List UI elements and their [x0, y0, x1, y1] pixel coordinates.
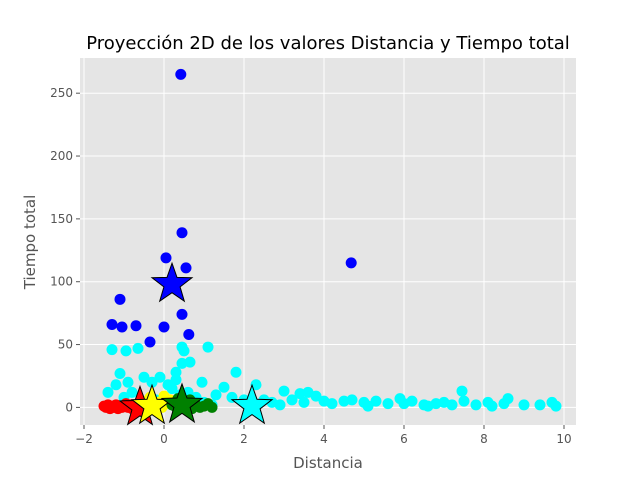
- y-tick-label: 200: [50, 149, 73, 163]
- y-tick-label: 150: [50, 212, 73, 226]
- data-point: [154, 371, 166, 383]
- data-point: [170, 374, 182, 386]
- data-point: [180, 262, 192, 274]
- data-point: [406, 395, 418, 407]
- data-point: [502, 393, 514, 405]
- data-point: [210, 389, 222, 401]
- data-point: [286, 394, 298, 406]
- data-point: [370, 395, 382, 407]
- data-point: [218, 381, 230, 393]
- x-tick-label: 0: [160, 432, 168, 446]
- centroid-star: [160, 382, 204, 424]
- y-tick-label: 0: [65, 400, 73, 414]
- data-point: [102, 386, 114, 398]
- data-point: [310, 390, 322, 402]
- data-point: [120, 345, 132, 357]
- data-point: [160, 252, 172, 264]
- data-point: [183, 329, 195, 341]
- data-point: [110, 379, 122, 391]
- data-point: [230, 366, 242, 378]
- data-point: [346, 394, 358, 406]
- data-point: [458, 395, 470, 407]
- data-point: [166, 383, 178, 395]
- y-axis-label: Tiempo total: [21, 195, 39, 290]
- x-tick-label: −2: [75, 432, 93, 446]
- data-point: [196, 376, 208, 388]
- data-point: [550, 400, 562, 412]
- data-point: [176, 341, 188, 353]
- chart-title: Proyección 2D de los valores Distancia y…: [86, 33, 570, 54]
- data-point: [130, 320, 142, 332]
- data-point: [126, 386, 138, 398]
- data-point: [326, 398, 338, 410]
- x-tick-label: 10: [556, 432, 571, 446]
- data-point: [158, 321, 170, 333]
- data-point: [298, 396, 310, 408]
- data-point: [274, 399, 286, 411]
- data-point: [486, 400, 498, 412]
- data-point: [175, 68, 187, 80]
- x-axis-label: Distancia: [293, 454, 363, 472]
- data-point: [456, 385, 468, 397]
- data-point: [132, 342, 144, 354]
- centroid-star: [230, 383, 274, 425]
- data-point: [116, 321, 128, 333]
- data-point: [534, 399, 546, 411]
- data-point: [345, 257, 357, 269]
- x-tick-label: 2: [240, 432, 248, 446]
- data-point: [114, 367, 126, 379]
- grid-lines: [80, 58, 576, 425]
- y-tick-label: 250: [50, 86, 73, 100]
- data-point: [382, 398, 394, 410]
- data-point: [146, 376, 158, 388]
- data-point: [176, 227, 188, 239]
- data-point: [470, 399, 482, 411]
- data-point: [362, 400, 374, 412]
- data-point: [144, 336, 156, 348]
- centroid-markers: [118, 261, 274, 426]
- data-point: [176, 308, 188, 320]
- data-point: [170, 366, 182, 378]
- x-tick-label: 4: [320, 432, 328, 446]
- data-point: [422, 400, 434, 412]
- plot-area: [80, 58, 576, 425]
- y-tick-label: 50: [58, 338, 73, 352]
- data-point: [446, 399, 458, 411]
- data-point: [278, 385, 290, 397]
- data-point: [206, 401, 218, 413]
- data-point: [106, 344, 118, 356]
- centroid-star: [150, 261, 194, 303]
- data-point: [518, 399, 530, 411]
- data-point: [202, 341, 214, 353]
- y-axis-ticks: 0 50 100 150 200 250: [50, 86, 80, 414]
- data-point: [114, 293, 126, 305]
- data-point: [122, 376, 134, 388]
- x-tick-label: 8: [480, 432, 488, 446]
- data-point: [106, 318, 118, 330]
- x-axis-ticks: −2 0 2 4 6 8 10: [75, 425, 572, 446]
- y-tick-label: 100: [50, 275, 73, 289]
- x-tick-label: 6: [400, 432, 408, 446]
- data-point: [184, 356, 196, 368]
- data-point: [138, 371, 150, 383]
